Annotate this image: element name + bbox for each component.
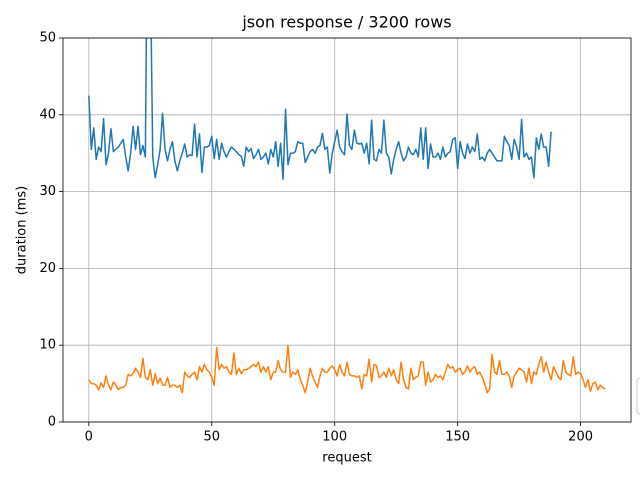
x-tick-label: 50 (203, 430, 220, 445)
y-axis-label: duration (ms) (15, 186, 30, 274)
x-axis-label: request (322, 451, 371, 466)
y-tick-label: 20 (39, 261, 56, 276)
series-line (88, 344, 606, 394)
legend-box (636, 377, 640, 415)
y-tick-label: 0 (48, 415, 56, 430)
x-tick-label: 0 (85, 430, 93, 445)
y-tick-label: 40 (39, 107, 56, 122)
x-tick-label: 100 (322, 430, 347, 445)
y-tick-label: 10 (39, 338, 56, 353)
chart-title: json response / 3200 rows (241, 13, 451, 32)
x-tick-label: 200 (568, 430, 593, 445)
series-line (88, 38, 552, 181)
plot-frame (62, 37, 632, 423)
y-tick-label: 30 (39, 184, 56, 199)
x-tick-label: 150 (445, 430, 470, 445)
plot-lines (88, 38, 606, 394)
y-tick-label: 50 (39, 31, 56, 46)
